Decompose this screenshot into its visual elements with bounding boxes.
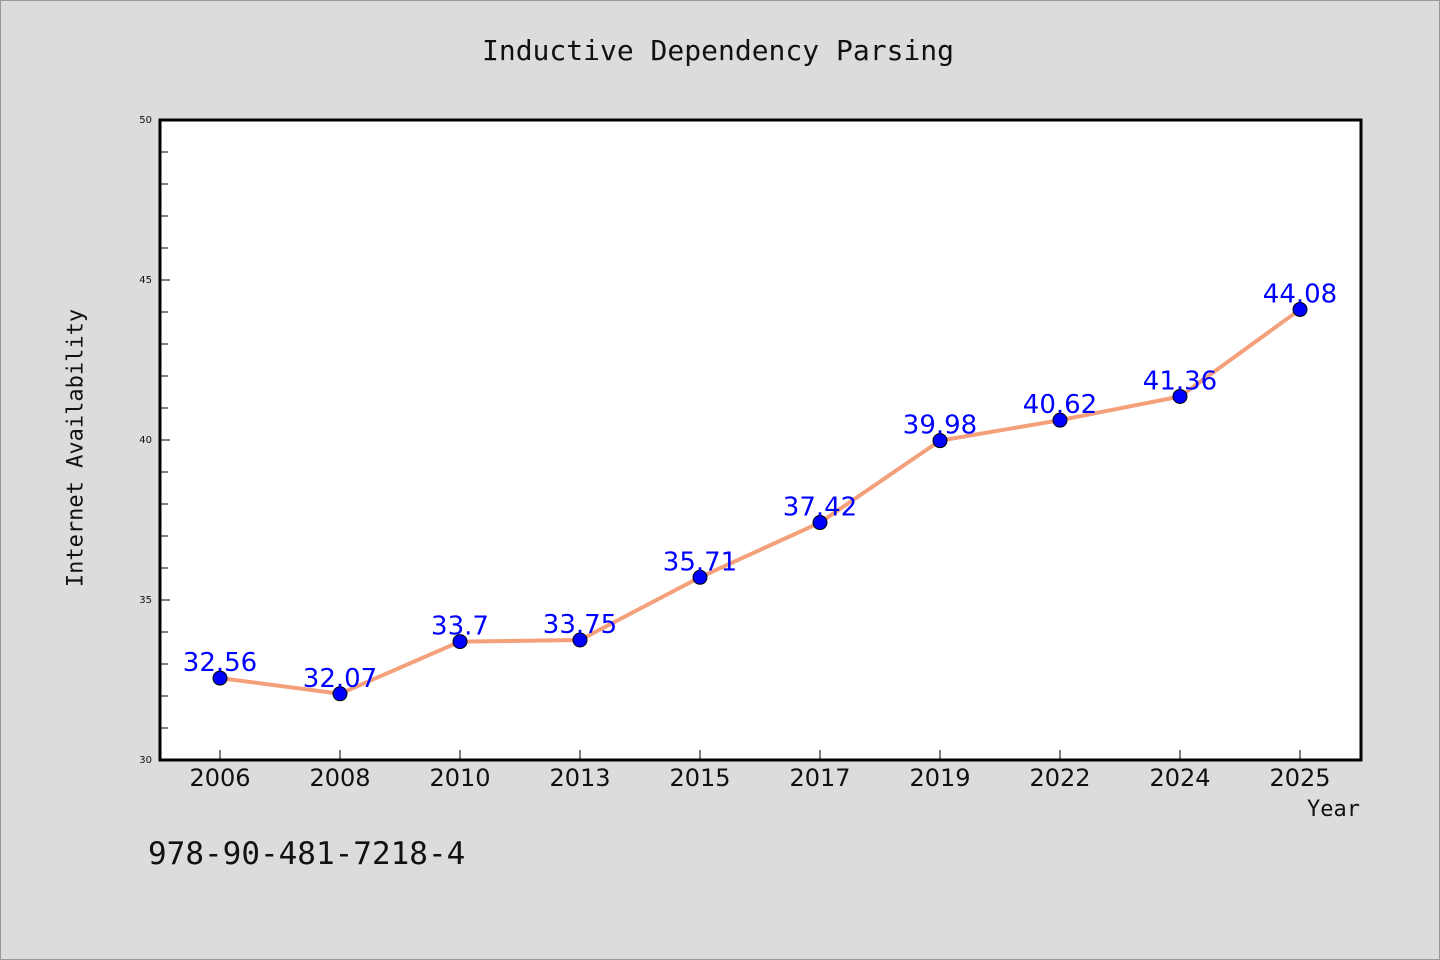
data-label: 32.07 (303, 664, 377, 694)
data-label: 35.71 (663, 547, 737, 577)
x-tick-label: 2015 (669, 764, 730, 792)
data-point (812, 515, 828, 531)
y-tick-label: 35 (139, 595, 152, 606)
data-label: 40.62 (1023, 390, 1097, 420)
data-label: 33.75 (543, 610, 617, 640)
data-label: 41.36 (1143, 366, 1217, 396)
y-tick-label: 30 (139, 755, 152, 766)
data-label: 33.7 (431, 612, 489, 642)
plot-area (158, 118, 1363, 762)
y-tick-label: 50 (139, 115, 152, 126)
data-point (1172, 388, 1188, 404)
data-point (1292, 301, 1308, 317)
data-label: 37.42 (783, 493, 857, 523)
data-label: 32.56 (183, 648, 257, 678)
x-tick-label: 2024 (1149, 764, 1210, 792)
y-tick-label: 45 (139, 275, 152, 286)
y-tick-label: 40 (139, 435, 152, 446)
chart-title: Inductive Dependency Parsing (481, 34, 954, 67)
x-tick-label: 2025 (1269, 764, 1330, 792)
data-point (1052, 412, 1068, 428)
data-point (212, 670, 228, 686)
data-label: 39.98 (903, 411, 977, 441)
x-tick-label: 2010 (429, 764, 490, 792)
data-point (332, 686, 348, 702)
series-line (219, 307, 1302, 696)
x-tick-label: 2022 (1029, 764, 1090, 792)
data-label: 44.08 (1263, 279, 1337, 309)
x-tick-label: 2008 (309, 764, 370, 792)
x-tick-label: 2013 (549, 764, 610, 792)
data-point (932, 433, 948, 449)
x-tick-label: 2019 (909, 764, 970, 792)
x-tick-label: 2017 (789, 764, 850, 792)
x-axis-title: Year (1307, 797, 1360, 822)
x-tick-label: 2006 (189, 764, 250, 792)
data-point (572, 632, 588, 648)
data-point (452, 634, 468, 650)
isbn-annotation: 978-90-481-7218-4 (148, 836, 466, 872)
data-point (692, 569, 708, 585)
